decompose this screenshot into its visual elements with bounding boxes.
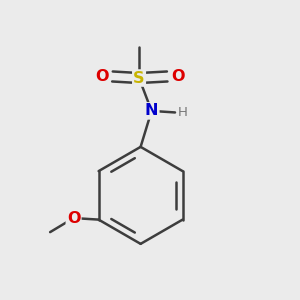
- Text: O: O: [95, 69, 109, 84]
- Text: N: N: [145, 103, 158, 118]
- Text: O: O: [171, 69, 184, 84]
- Text: O: O: [67, 211, 80, 226]
- Text: H: H: [178, 106, 188, 119]
- Text: S: S: [133, 70, 145, 86]
